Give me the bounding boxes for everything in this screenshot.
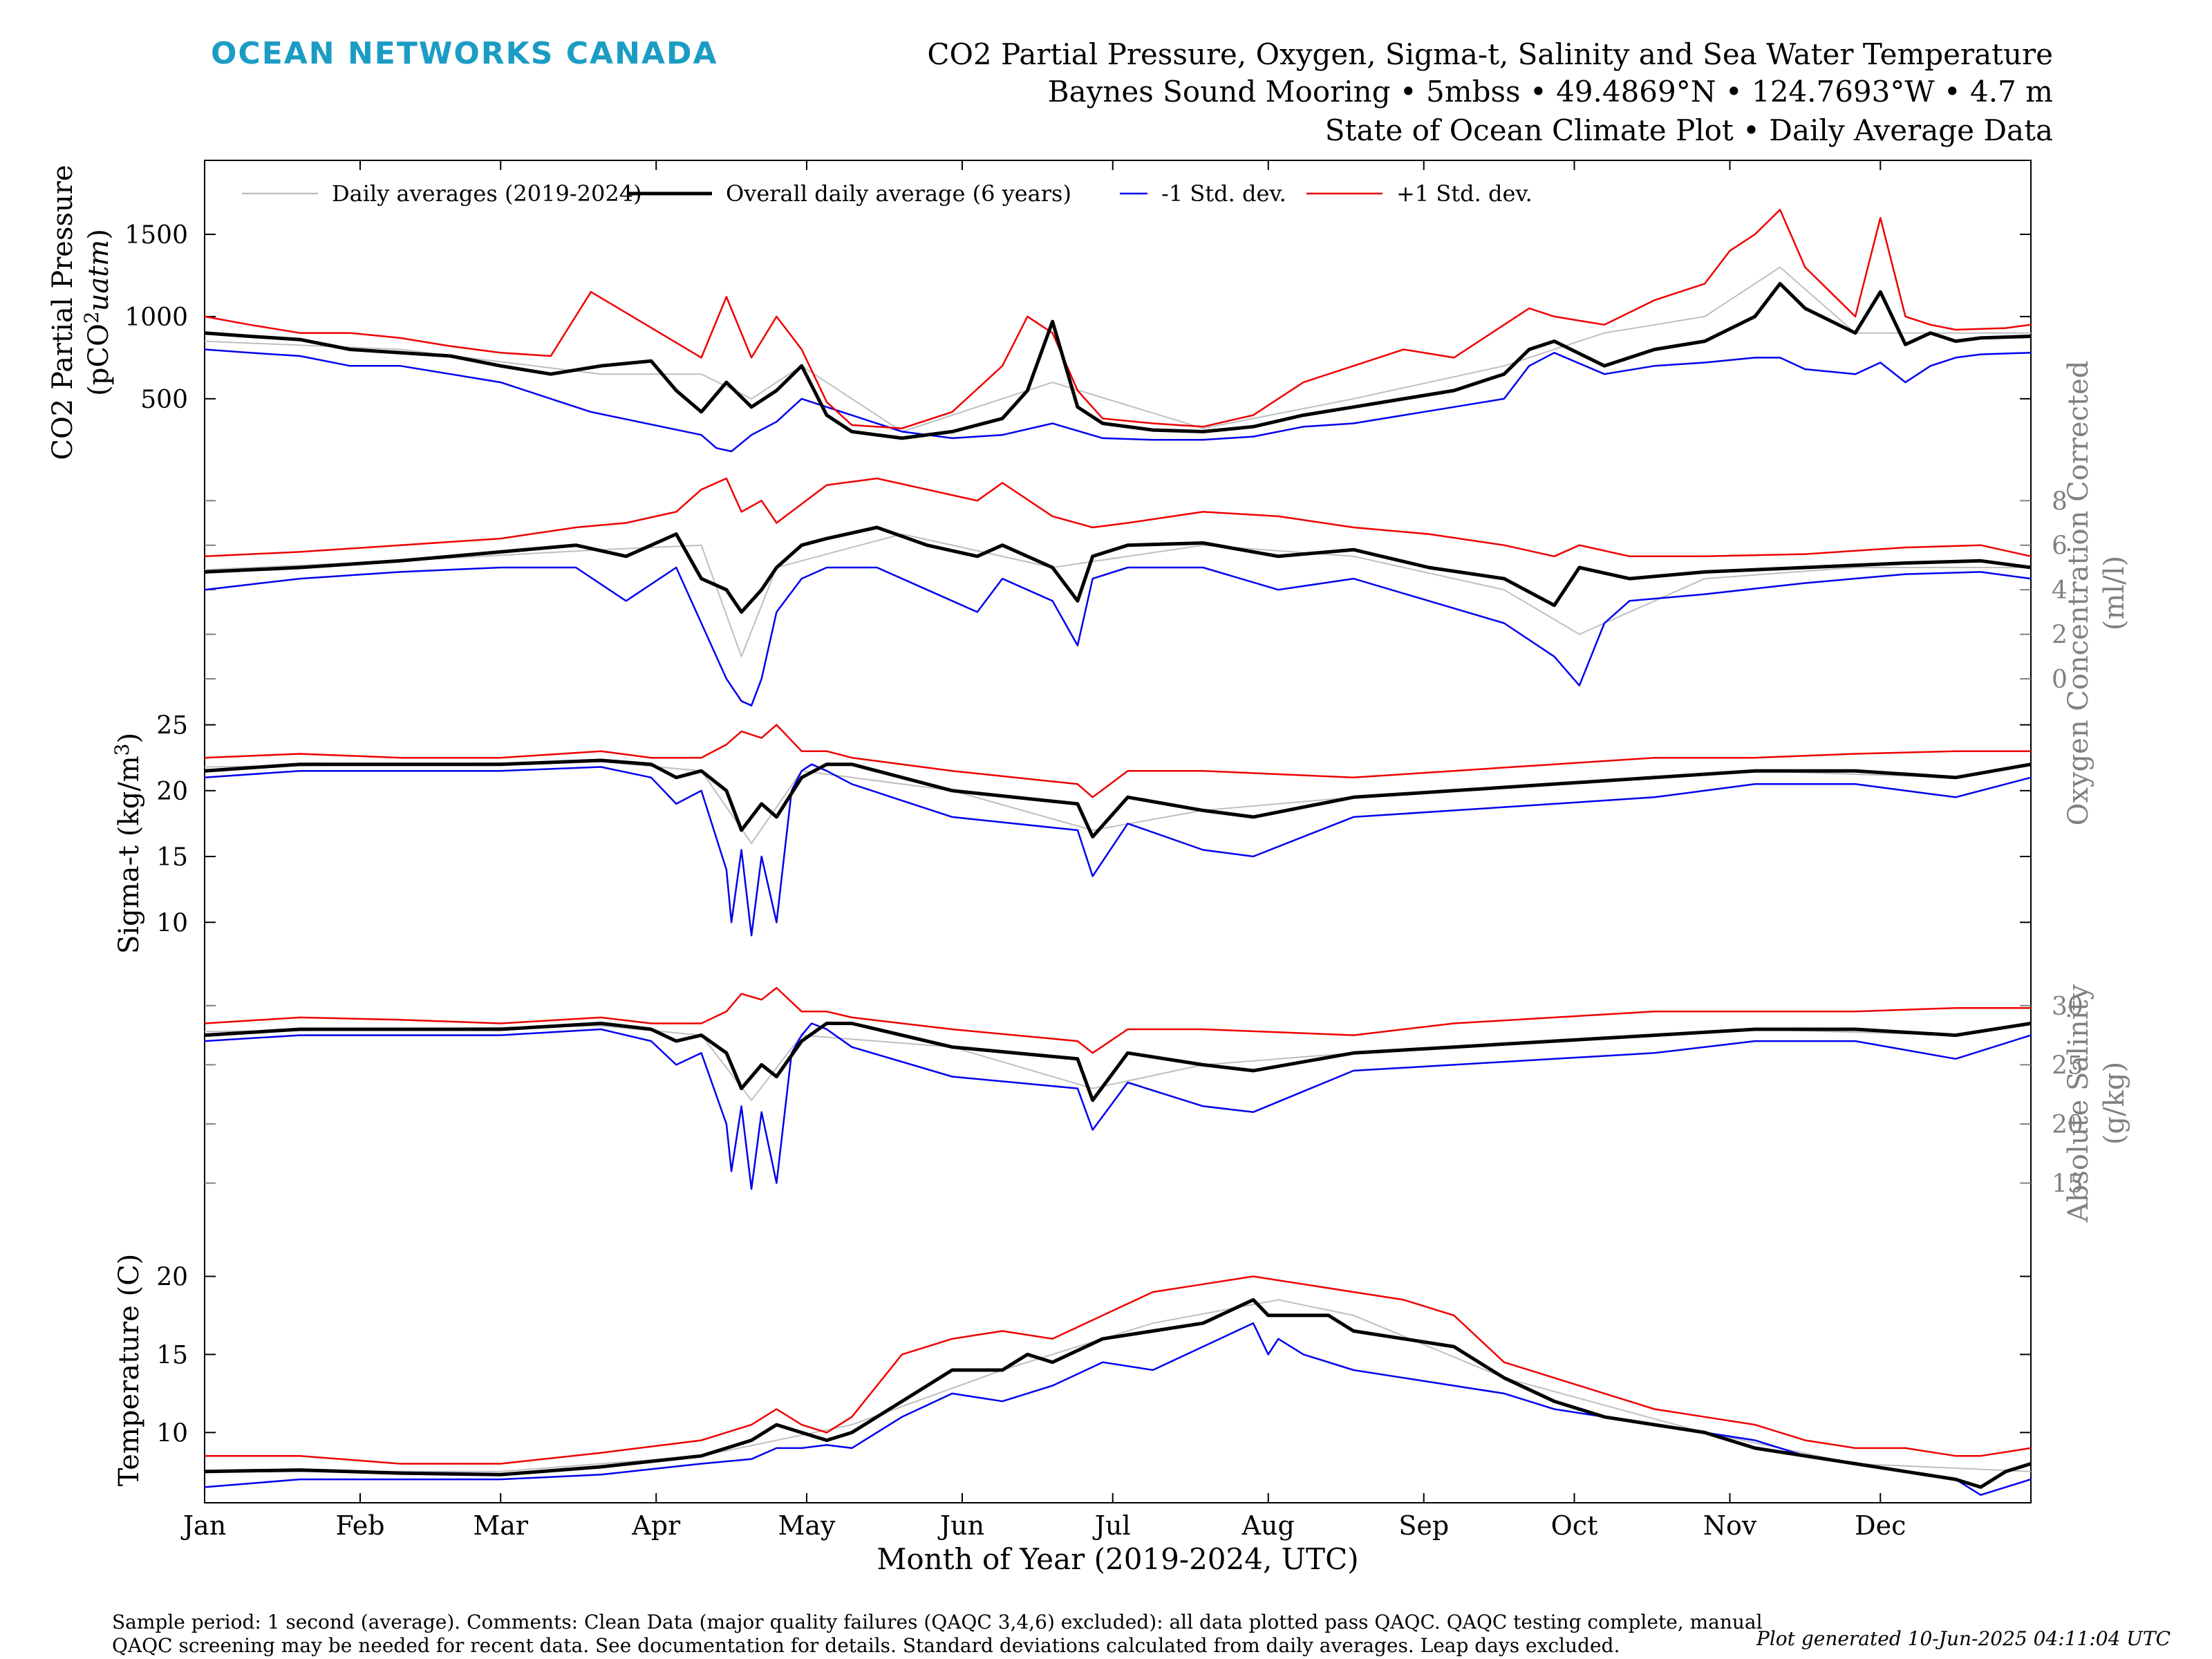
panel-co2: 500 1000 1500 CO2 Partial Pressure (pCO2uatm…	[47, 165, 2032, 460]
chart-subtitle: Baynes Sound Mooring • 5mbss • 49.4869°N…	[1047, 75, 2053, 109]
series-line	[204, 266, 2031, 433]
series-line	[204, 477, 2032, 558]
y-axis-unit: (ml/l)	[2099, 556, 2130, 630]
series-line	[204, 763, 2032, 937]
y-axis-unit: (pCO2uatm)	[80, 229, 115, 396]
series-line	[204, 209, 2032, 429]
y-tick-label: 15	[156, 843, 188, 872]
x-tick-label: Sep	[1398, 1510, 1449, 1541]
x-tick-label: Dec	[1855, 1510, 1906, 1541]
x-tick-label: May	[778, 1510, 836, 1541]
y-tick-label: 20	[156, 778, 188, 806]
panel-sigma: 10 15 20 25 Sigma-t (kg/m3)	[111, 712, 2032, 954]
y-axis-label: Sigma-t (kg/m3)	[111, 733, 145, 954]
x-tick-label: Feb	[335, 1510, 384, 1541]
y-tick-label: 10	[156, 909, 188, 937]
y-tick-label: 20	[2052, 1111, 2083, 1139]
y-tick-label: 25	[156, 712, 188, 740]
y-tick-label: 15	[2052, 1170, 2083, 1199]
y-tick-label: 20	[156, 1263, 188, 1291]
x-tick-label: Apr	[631, 1510, 681, 1541]
y-tick-label: 6	[2052, 532, 2068, 561]
chart-subtitle-2: State of Ocean Climate Plot • Daily Aver…	[1324, 113, 2053, 147]
x-tick-label: Jul	[1092, 1510, 1131, 1541]
series-line	[204, 1322, 2032, 1496]
y-tick-label: 1000	[124, 303, 188, 332]
y-tick-label: 30	[2052, 993, 2083, 1021]
plot-frame	[204, 160, 2032, 1503]
y-tick-label: 10	[156, 1419, 188, 1447]
series-line	[204, 1022, 2032, 1190]
series-line	[204, 281, 2032, 440]
y-axis-label: Temperature (C)	[113, 1254, 145, 1487]
y-tick-label: 25	[2052, 1051, 2083, 1080]
y-tick-label: 15	[156, 1341, 188, 1369]
series-line	[204, 566, 2032, 706]
y-tick-label: 1500	[124, 221, 188, 250]
y-axis-label: Oxygen Concentration Corrected	[2063, 361, 2094, 826]
x-tick-label: Jan	[180, 1510, 226, 1541]
series-line	[205, 1299, 2032, 1472]
x-tick-label: Jun	[937, 1510, 984, 1541]
y-tick-label: 8	[2052, 487, 2068, 516]
legend-entry: -1 Std. dev.	[1161, 180, 1286, 207]
x-tick-label: Oct	[1551, 1510, 1598, 1541]
y-axis-unit: (g/kg)	[2099, 1062, 2130, 1145]
panel-temperature: 10 15 20 Temperature (C)	[113, 1254, 2032, 1496]
y-tick-label: 2	[2052, 621, 2068, 650]
chart-title: CO2 Partial Pressure, Oxygen, Sigma-t, S…	[927, 37, 2053, 71]
logo: OCEAN NETWORKS CANADA	[211, 36, 718, 71]
y-tick-label: 500	[140, 386, 188, 414]
series-line	[204, 525, 2032, 614]
series-line	[204, 760, 2032, 844]
series-line	[204, 348, 2032, 453]
series-line	[204, 758, 2032, 838]
y-tick-label: 0	[2052, 666, 2068, 694]
generated-timestamp: Plot generated 10-Jun-2025 04:11:04 UTC	[1756, 1627, 2171, 1650]
x-tick-label: Nov	[1703, 1510, 1757, 1541]
legend-entry: Overall daily average (6 years)	[726, 180, 1071, 207]
x-axis-label: Month of Year (2019-2024, UTC)	[877, 1542, 1358, 1576]
x-tick-label: Mar	[473, 1510, 529, 1541]
x-tick-label: Aug	[1241, 1510, 1295, 1541]
y-axis-label: CO2 Partial Pressure	[47, 165, 79, 460]
y-tick-label: 4	[2052, 577, 2068, 605]
legend-entry: Daily averages (2019-2024)	[332, 180, 642, 207]
series-line	[204, 986, 2031, 1054]
series-line	[204, 1297, 2032, 1489]
y-axis-label: Absolute Salinity	[2063, 984, 2094, 1224]
series-line	[205, 1275, 2032, 1465]
legend: Daily averages (2019-2024) Overall daily …	[242, 180, 1533, 207]
legend-entry: +1 Std. dev.	[1396, 180, 1533, 207]
series-line	[204, 1022, 2032, 1103]
series-line	[204, 724, 2031, 798]
footer-note: Sample period: 1 second (average). Comme…	[112, 1611, 1763, 1657]
